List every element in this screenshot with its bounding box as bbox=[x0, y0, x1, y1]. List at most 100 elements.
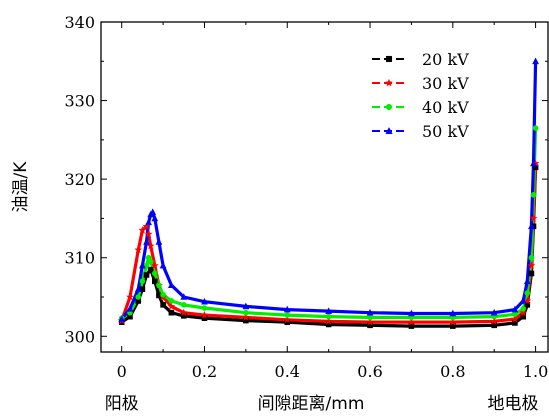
data-point bbox=[139, 278, 146, 285]
x-axis-left-label: 阳极 bbox=[105, 394, 139, 414]
data-point bbox=[156, 282, 162, 289]
data-point bbox=[149, 208, 157, 215]
x-tick-label: 0 bbox=[117, 362, 127, 381]
data-point bbox=[167, 281, 175, 289]
data-point bbox=[325, 307, 333, 314]
data-point bbox=[200, 310, 209, 319]
legend-label: 50 kV bbox=[422, 122, 469, 141]
data-point bbox=[201, 297, 208, 305]
data-point bbox=[448, 318, 457, 326]
data-point bbox=[408, 309, 415, 317]
data-point bbox=[147, 258, 154, 265]
legend-marker bbox=[385, 126, 393, 135]
data-point bbox=[524, 290, 531, 296]
data-point bbox=[523, 296, 532, 305]
x-tick-label: 0.4 bbox=[275, 362, 300, 381]
legend-marker bbox=[385, 55, 393, 63]
x-axis-right-label: 地电极 bbox=[488, 394, 539, 414]
data-point bbox=[180, 293, 188, 300]
legend: 20 kV 30 kV 40 kV 50 kV bbox=[372, 50, 469, 141]
data-point bbox=[449, 309, 457, 317]
legend-item: 20 kV bbox=[372, 50, 469, 69]
data-point bbox=[150, 261, 159, 269]
x-axis-title: 间隙距离/mm bbox=[258, 394, 365, 414]
legend-label: 40 kV bbox=[422, 98, 469, 117]
legend-item: 40 kV bbox=[372, 98, 469, 117]
data-point bbox=[145, 218, 152, 226]
x-tick-label: 0.8 bbox=[440, 362, 465, 381]
data-point bbox=[367, 314, 373, 321]
data-point bbox=[152, 270, 158, 277]
plot-frame bbox=[100, 21, 549, 353]
x-tick-label: 1.0 bbox=[523, 362, 548, 381]
data-point bbox=[519, 308, 528, 317]
data-point bbox=[179, 308, 188, 317]
data-point bbox=[159, 261, 167, 269]
data-point bbox=[160, 291, 166, 298]
data-point bbox=[168, 298, 175, 304]
data-point bbox=[160, 302, 166, 308]
data-point bbox=[283, 305, 291, 313]
data-point bbox=[118, 315, 126, 322]
data-point bbox=[527, 261, 536, 269]
y-axis-title: 油温/K bbox=[11, 161, 31, 213]
data-point bbox=[528, 254, 535, 261]
data-point bbox=[143, 272, 150, 278]
data-point bbox=[532, 125, 539, 131]
x-tick-label: 0.6 bbox=[357, 362, 382, 381]
data-point bbox=[201, 305, 208, 311]
x-tick-label: 0.2 bbox=[192, 362, 217, 381]
data-point bbox=[366, 308, 374, 316]
data-point bbox=[134, 245, 143, 254]
data-point bbox=[243, 309, 249, 316]
data-point bbox=[283, 315, 292, 324]
data-point bbox=[530, 192, 537, 198]
data-point bbox=[366, 318, 374, 326]
data-point bbox=[490, 308, 498, 316]
data-point bbox=[512, 311, 518, 318]
data-point bbox=[134, 285, 142, 292]
data-point bbox=[324, 317, 333, 325]
data-point bbox=[144, 230, 153, 238]
data-point bbox=[155, 238, 163, 245]
legend-label: 30 kV bbox=[422, 74, 469, 93]
data-point bbox=[519, 297, 527, 304]
data-point bbox=[180, 302, 187, 308]
plot-markers bbox=[117, 57, 540, 329]
data-point bbox=[139, 261, 146, 269]
data-point bbox=[143, 238, 150, 245]
data-point bbox=[510, 314, 519, 323]
legend-label: 20 kV bbox=[422, 50, 469, 69]
data-point bbox=[135, 294, 142, 300]
data-point bbox=[511, 305, 519, 313]
data-point bbox=[407, 318, 416, 326]
legend-item: 50 kV bbox=[372, 122, 469, 141]
data-point bbox=[146, 241, 155, 250]
data-point bbox=[530, 159, 537, 167]
data-point bbox=[126, 292, 134, 301]
data-point bbox=[532, 57, 539, 65]
data-point bbox=[520, 305, 526, 312]
data-point bbox=[126, 305, 134, 312]
y-tick-label: 330 bbox=[64, 92, 95, 111]
data-point bbox=[242, 302, 250, 310]
y-tick-label: 300 bbox=[64, 327, 95, 346]
data-point bbox=[523, 277, 531, 285]
data-point bbox=[284, 312, 291, 318]
axis-ticks bbox=[101, 21, 548, 352]
data-point bbox=[167, 302, 176, 310]
y-tick-label: 340 bbox=[64, 13, 95, 32]
data-point bbox=[528, 222, 535, 230]
y-tick-label: 320 bbox=[64, 170, 95, 189]
data-point bbox=[151, 214, 159, 222]
legend-marker bbox=[384, 78, 394, 87]
axis-tick-labels: 0 0.2 0.4 0.6 0.8 1.0 300 310 320 330 340 bbox=[64, 13, 548, 381]
data-point bbox=[168, 309, 175, 316]
data-point bbox=[529, 214, 538, 222]
data-point bbox=[142, 222, 151, 230]
legend-item: 30 kV bbox=[372, 74, 469, 93]
data-point bbox=[152, 278, 158, 285]
data-point bbox=[325, 313, 332, 320]
